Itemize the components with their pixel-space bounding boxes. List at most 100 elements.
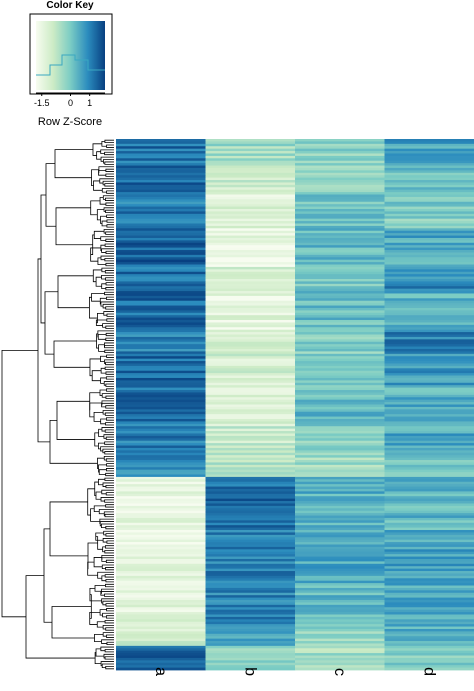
heatmap-cell <box>295 240 385 244</box>
heatmap-cell <box>205 530 296 533</box>
heatmap-cell <box>295 196 385 200</box>
heatmap-cell <box>295 259 385 263</box>
heatmap-cell <box>116 225 206 229</box>
heatmap-cell <box>384 457 474 461</box>
heatmap-cell <box>205 539 296 543</box>
heatmap-cell <box>116 209 206 212</box>
heatmap-cell <box>295 375 385 379</box>
column-label: b <box>241 667 258 676</box>
heatmap-cell <box>384 484 474 487</box>
dendrogram-branch <box>100 418 107 425</box>
heatmap-cell <box>205 177 296 181</box>
heatmap-cell <box>116 472 206 475</box>
heatmap-cell <box>384 172 474 176</box>
heatmap-cell <box>384 216 474 220</box>
heatmap-cell <box>205 365 296 369</box>
heatmap-cell <box>116 288 206 292</box>
heatmap-cell <box>205 525 296 528</box>
heatmap-cell <box>384 440 474 444</box>
heatmap-cell <box>205 462 296 466</box>
heatmap-cell <box>205 404 296 408</box>
heatmap-cell <box>384 303 474 306</box>
heatmap-cell <box>295 213 385 217</box>
heatmap-cell <box>295 624 385 627</box>
heatmap-cell <box>116 450 206 454</box>
heatmap-cell <box>384 638 474 642</box>
heatmap-cell <box>205 604 296 608</box>
heatmap-cell <box>116 274 206 277</box>
dendrogram-branch <box>100 355 107 363</box>
heatmap-cell <box>116 329 206 333</box>
dendrogram-branch <box>1 350 38 618</box>
dendrogram-branch <box>95 276 102 287</box>
heatmap-cell <box>384 438 474 442</box>
dendrogram-branch <box>104 342 114 347</box>
dendrogram-branch <box>87 561 98 576</box>
heatmap-cell <box>384 573 474 577</box>
column-label: a <box>152 667 169 676</box>
heatmap-cell <box>295 530 385 533</box>
heatmap-cell <box>295 291 385 294</box>
heatmap-cell <box>116 573 206 577</box>
heatmap-cell <box>116 488 206 492</box>
heatmap-cell <box>205 517 296 521</box>
heatmap-cell <box>295 484 385 487</box>
dendrogram-branch <box>98 166 114 174</box>
heatmap-cell <box>116 546 206 550</box>
dendrogram-branch <box>100 215 107 224</box>
heatmap-cell <box>205 344 296 347</box>
heatmap-cell <box>205 587 296 591</box>
heatmap-cell <box>205 298 296 302</box>
heatmap-cell <box>116 496 206 500</box>
heatmap-cell <box>205 573 296 577</box>
heatmap-cell <box>295 522 385 526</box>
dendrogram-branch <box>57 275 94 309</box>
dendrogram-branch <box>104 183 114 187</box>
heatmap-cell <box>205 554 296 557</box>
heatmap-cell <box>295 546 385 550</box>
dendrogram-branch <box>98 442 105 450</box>
heatmap-cell <box>116 250 206 253</box>
heatmap-cell <box>384 334 474 338</box>
dendrogram-branch <box>104 620 114 624</box>
heatmap-cell <box>384 428 474 432</box>
heatmap-cell <box>116 534 206 538</box>
heatmap-cell <box>205 385 296 388</box>
dendrogram-branch <box>102 600 114 606</box>
dendrogram-branch <box>105 173 114 177</box>
heatmap-cell <box>116 551 206 555</box>
dendrogram-branch <box>103 511 114 516</box>
heatmap-cell <box>295 486 385 490</box>
heatmap-cell <box>116 592 206 596</box>
heatmap-cells <box>116 139 474 671</box>
heatmap-cell <box>384 575 474 579</box>
heatmap-cell <box>205 327 296 331</box>
heatmap-cell <box>295 409 385 413</box>
heatmap-cell <box>295 344 385 347</box>
dendrogram-branch <box>94 481 99 497</box>
dendrogram-branch <box>104 513 114 518</box>
heatmap-cell <box>384 590 474 594</box>
heatmap-cell <box>116 653 206 656</box>
heatmap-cell <box>116 380 206 384</box>
heatmap-cell <box>295 561 385 565</box>
heatmap-cell <box>116 375 206 379</box>
dendrogram-branch <box>102 482 114 487</box>
heatmap-cell <box>116 636 206 640</box>
heatmap-cell <box>384 626 474 630</box>
heatmap-cell <box>295 167 385 171</box>
heatmap-cell <box>295 348 385 352</box>
heatmap-cell <box>116 650 206 654</box>
heatmap-cell <box>205 636 296 640</box>
dendrogram-branch <box>102 410 114 415</box>
heatmap-cell <box>295 158 385 162</box>
heatmap-cell <box>205 501 296 504</box>
heatmap-cell <box>295 356 385 360</box>
heatmap-cell <box>295 457 385 461</box>
heatmap-cell <box>384 286 474 290</box>
heatmap-cell <box>384 416 474 420</box>
heatmap-cell <box>295 665 385 668</box>
heatmap-cell <box>384 281 474 285</box>
heatmap-cell <box>205 218 296 222</box>
heatmap-cell <box>116 344 206 347</box>
